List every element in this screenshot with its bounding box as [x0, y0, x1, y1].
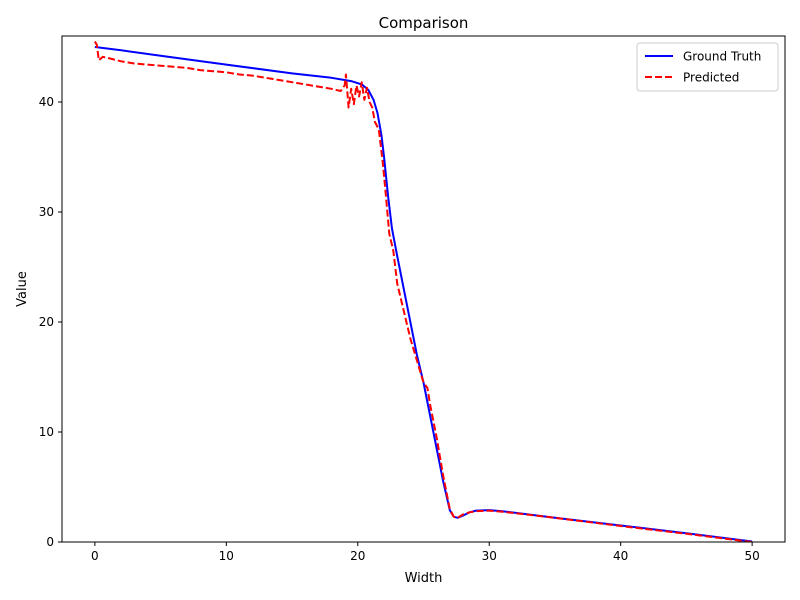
- x-axis-label: Width: [405, 571, 443, 586]
- plot-area: [94, 40, 753, 542]
- x-tick-label: 50: [744, 549, 759, 563]
- x-tick-label: 0: [91, 549, 99, 563]
- legend-label: Ground Truth: [683, 50, 761, 64]
- y-tick-label: 40: [39, 95, 54, 109]
- series-line-predicted: [94, 40, 753, 542]
- x-axis: 0 10 20 30 40 50: [91, 542, 760, 563]
- y-tick-label: 0: [46, 535, 54, 549]
- y-tick-label: 10: [39, 425, 54, 439]
- legend-label: Predicted: [683, 71, 739, 85]
- x-tick-label: 40: [613, 549, 628, 563]
- chart-title: Comparison: [379, 14, 469, 32]
- y-tick-label: 30: [39, 205, 54, 219]
- y-axis-label: Value: [15, 271, 30, 307]
- x-tick-label: 20: [350, 549, 365, 563]
- legend: Ground Truth Predicted: [636, 42, 779, 92]
- x-tick-label: 30: [482, 549, 497, 563]
- y-tick-label: 20: [39, 315, 54, 329]
- y-axis: 0 10 20 30 40: [39, 95, 62, 549]
- plot-frame: [61, 35, 786, 543]
- x-tick-label: 10: [219, 549, 234, 563]
